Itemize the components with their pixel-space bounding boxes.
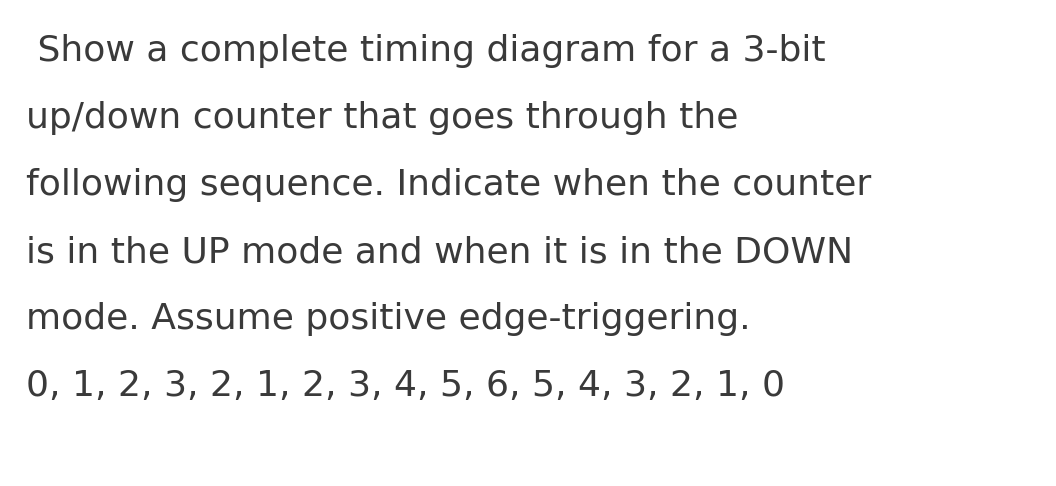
Text: mode. Assume positive edge-triggering.: mode. Assume positive edge-triggering. bbox=[26, 302, 751, 336]
Text: Show a complete timing diagram for a 3-bit: Show a complete timing diagram for a 3-b… bbox=[26, 34, 826, 68]
Text: up/down counter that goes through the: up/down counter that goes through the bbox=[26, 101, 739, 135]
Text: is in the UP mode and when it is in the DOWN: is in the UP mode and when it is in the … bbox=[26, 235, 853, 269]
Text: following sequence. Indicate when the counter: following sequence. Indicate when the co… bbox=[26, 168, 871, 202]
Text: 0, 1, 2, 3, 2, 1, 2, 3, 4, 5, 6, 5, 4, 3, 2, 1, 0: 0, 1, 2, 3, 2, 1, 2, 3, 4, 5, 6, 5, 4, 3… bbox=[26, 369, 786, 403]
